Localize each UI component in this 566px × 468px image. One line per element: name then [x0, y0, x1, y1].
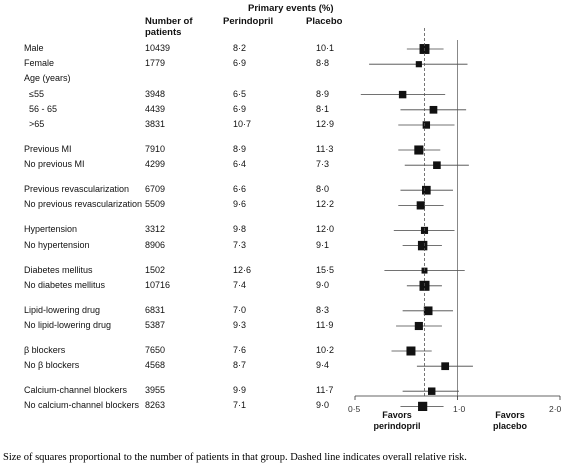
risk-square-marker: [416, 61, 422, 67]
x-tick-label: 0·5: [348, 404, 360, 414]
risk-square-marker: [430, 106, 438, 114]
risk-square-marker: [399, 91, 406, 98]
risk-square-marker: [424, 306, 433, 315]
risk-square-marker: [423, 121, 430, 128]
risk-square-marker: [414, 145, 423, 154]
favors-placebo-label: Favors placebo: [488, 410, 532, 432]
x-tick-label: 2·0: [549, 404, 561, 414]
x-tick-label: 1·0: [453, 404, 465, 414]
risk-square-marker: [415, 322, 423, 330]
risk-square-marker: [418, 241, 427, 250]
favors-perindopril-label: Favors perindopril: [368, 410, 426, 432]
risk-square-marker: [422, 186, 431, 195]
risk-square-marker: [441, 362, 449, 370]
risk-square-marker: [417, 201, 425, 209]
risk-square-marker: [428, 387, 435, 394]
risk-square-marker: [406, 347, 415, 356]
risk-square-marker: [433, 161, 441, 169]
figure-caption: Size of squares proportional to the numb…: [3, 452, 467, 463]
